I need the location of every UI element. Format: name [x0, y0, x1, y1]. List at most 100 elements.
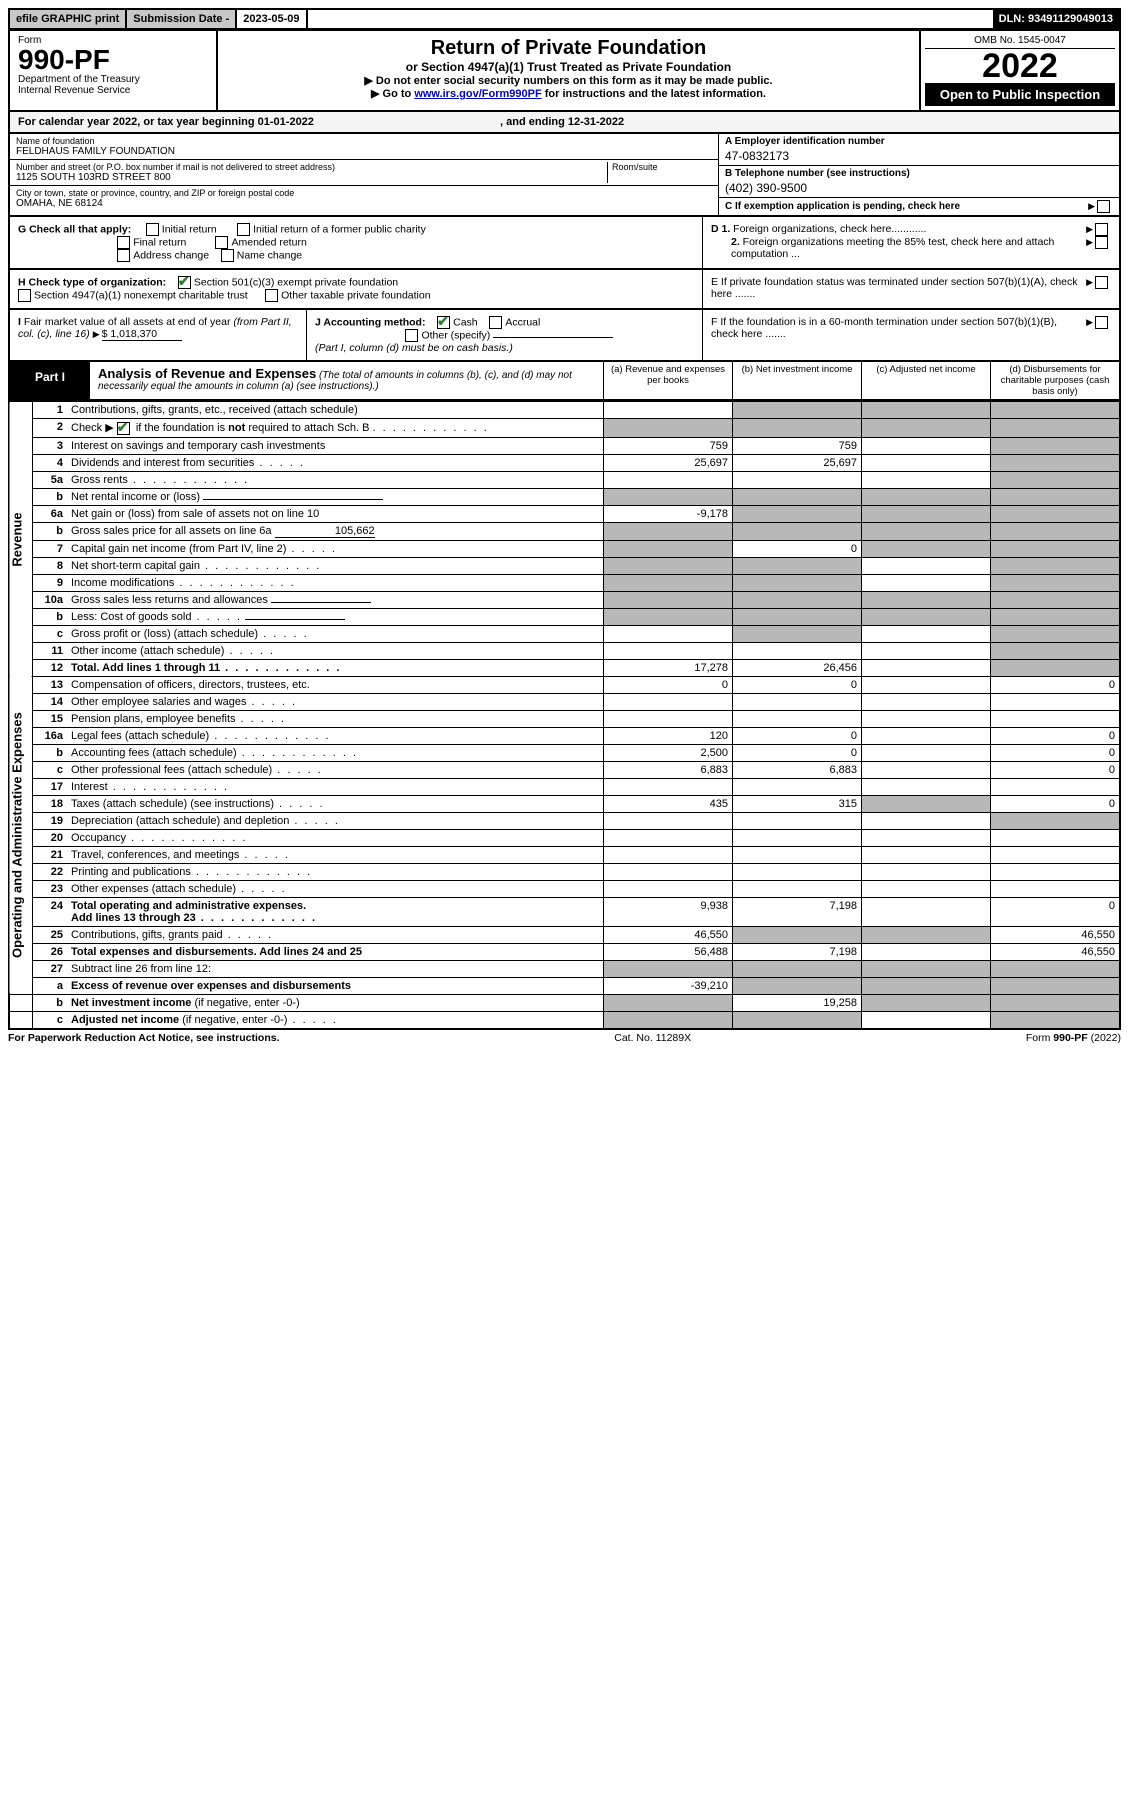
4947-label: Section 4947(a)(1) nonexempt charitable …: [34, 289, 248, 301]
cat-no: Cat. No. 11289X: [614, 1032, 691, 1044]
line-16c-a: 6,883: [604, 761, 733, 778]
ein-label: A Employer identification number: [725, 136, 1113, 147]
line-4-b: 25,697: [733, 454, 862, 471]
c-checkbox[interactable]: [1097, 200, 1110, 213]
room-label: Room/suite: [612, 162, 712, 172]
col-b-header: (b) Net investment income: [732, 362, 861, 399]
other-taxable-label: Other taxable private foundation: [281, 289, 430, 301]
col-c-header: (c) Adjusted net income: [861, 362, 990, 399]
former-public-cb[interactable]: [237, 223, 250, 236]
tel-label: B Telephone number (see instructions): [725, 168, 1113, 179]
line-16a-d: 0: [991, 727, 1121, 744]
initial-return-label: Initial return: [162, 223, 217, 235]
line-18-a: 435: [604, 795, 733, 812]
501c3-cb[interactable]: [178, 276, 191, 289]
line-5a-desc: Gross rents: [67, 471, 604, 488]
final-return-cb[interactable]: [117, 236, 130, 249]
other-taxable-cb[interactable]: [265, 289, 278, 302]
city-state-zip: OMAHA, NE 68124: [16, 198, 712, 209]
501c3-label: Section 501(c)(3) exempt private foundat…: [194, 276, 398, 288]
dept-treasury: Department of the Treasury: [18, 74, 208, 85]
form-note2: ▶ Go to www.irs.gov/Form990PF for instru…: [224, 87, 913, 100]
sch-b-cb[interactable]: [117, 422, 130, 435]
accrual-cb[interactable]: [489, 316, 502, 329]
f-cb[interactable]: [1095, 316, 1108, 329]
line-12-b: 26,456: [733, 659, 862, 676]
line-1-desc: Contributions, gifts, grants, etc., rece…: [67, 402, 604, 419]
line-3-b: 759: [733, 437, 862, 454]
line-16a-desc: Legal fees (attach schedule): [67, 727, 604, 744]
form-title: Return of Private Foundation: [224, 37, 913, 60]
line-2-desc: Check ▶ if the foundation is not require…: [67, 419, 604, 438]
city-label: City or town, state or province, country…: [16, 188, 712, 198]
irs-link[interactable]: www.irs.gov/Form990PF: [414, 88, 541, 100]
d1-cb[interactable]: [1095, 223, 1108, 236]
line-13-d: 0: [991, 676, 1121, 693]
footer: For Paperwork Reduction Act Notice, see …: [8, 1030, 1121, 1044]
line-27b-desc: Net investment income (if negative, ente…: [67, 994, 604, 1011]
address-change-cb[interactable]: [117, 249, 130, 262]
paperwork-notice: For Paperwork Reduction Act Notice, see …: [8, 1032, 280, 1044]
line-11-desc: Other income (attach schedule): [67, 642, 604, 659]
amended-return-cb[interactable]: [215, 236, 228, 249]
col-d-header: (d) Disbursements for charitable purpose…: [990, 362, 1119, 399]
entity-block: Name of foundation FELDHAUS FAMILY FOUND…: [8, 134, 1121, 217]
accrual-label: Accrual: [505, 316, 540, 328]
line-6a-desc: Net gain or (loss) from sale of assets n…: [67, 505, 604, 522]
street-address: 1125 SOUTH 103RD STREET 800: [16, 172, 603, 183]
d2-label: 2. Foreign organizations meeting the 85%…: [711, 236, 1086, 260]
line-6b-desc: Gross sales price for all assets on line…: [67, 522, 604, 540]
line-10a-desc: Gross sales less returns and allowances: [67, 591, 604, 608]
line-18-b: 315: [733, 795, 862, 812]
line-26-a: 56,488: [604, 943, 733, 960]
line-27a-desc: Excess of revenue over expenses and disb…: [67, 977, 604, 994]
form-number: 990-PF: [18, 46, 208, 74]
calendar-year-row: For calendar year 2022, or tax year begi…: [8, 112, 1121, 134]
line-25-a: 46,550: [604, 926, 733, 943]
expenses-sidebar: Operating and Administrative Expenses: [9, 676, 33, 994]
line-16b-desc: Accounting fees (attach schedule): [67, 744, 604, 761]
initial-return-cb[interactable]: [146, 223, 159, 236]
h-label: H Check type of organization:: [18, 276, 166, 288]
name-change-cb[interactable]: [221, 249, 234, 262]
tel-value: (402) 390-9500: [725, 179, 1113, 195]
line-18-d: 0: [991, 795, 1121, 812]
e-cb[interactable]: [1095, 276, 1108, 289]
line-27b-b: 19,258: [733, 994, 862, 1011]
open-public: Open to Public Inspection: [925, 83, 1115, 106]
line-7-desc: Capital gain net income (from Part IV, l…: [67, 540, 604, 557]
part1-header: Part I Analysis of Revenue and Expenses …: [8, 362, 1121, 401]
line-27a-a: -39,210: [604, 977, 733, 994]
efile-print-button[interactable]: efile GRAPHIC print: [10, 10, 127, 28]
d2-cb[interactable]: [1095, 236, 1108, 249]
f-label: F If the foundation is in a 60-month ter…: [711, 316, 1086, 354]
line-20-desc: Occupancy: [67, 829, 604, 846]
line-26-desc: Total expenses and disbursements. Add li…: [67, 943, 604, 960]
line-13-a: 0: [604, 676, 733, 693]
j-label: J Accounting method:: [315, 316, 425, 328]
former-public-label: Initial return of a former public charit…: [253, 223, 426, 235]
col-a-header: (a) Revenue and expenses per books: [603, 362, 732, 399]
line-8-desc: Net short-term capital gain: [67, 557, 604, 574]
line-3-desc: Interest on savings and temporary cash i…: [67, 437, 604, 454]
4947-cb[interactable]: [18, 289, 31, 302]
form-note1: ▶ Do not enter social security numbers o…: [224, 74, 913, 87]
line-10c-desc: Gross profit or (loss) (attach schedule): [67, 625, 604, 642]
line-16a-b: 0: [733, 727, 862, 744]
line-23-desc: Other expenses (attach schedule): [67, 880, 604, 897]
ein-value: 47-0832173: [725, 147, 1113, 163]
other-method-cb[interactable]: [405, 329, 418, 342]
line-16a-a: 120: [604, 727, 733, 744]
name-change-label: Name change: [237, 249, 302, 261]
line-4-a: 25,697: [604, 454, 733, 471]
form-ref: Form 990-PF (2022): [1026, 1032, 1121, 1044]
foundation-name: FELDHAUS FAMILY FOUNDATION: [16, 146, 712, 157]
e-label: E If private foundation status was termi…: [711, 276, 1086, 302]
dln: DLN: 93491129049013: [993, 10, 1119, 28]
amended-return-label: Amended return: [231, 236, 306, 248]
line-26-d: 46,550: [991, 943, 1121, 960]
submission-date: 2023-05-09: [237, 10, 307, 28]
line-19-desc: Depreciation (attach schedule) and deple…: [67, 812, 604, 829]
line-12-desc: Total. Add lines 1 through 11: [67, 659, 604, 676]
cash-cb[interactable]: [437, 316, 450, 329]
